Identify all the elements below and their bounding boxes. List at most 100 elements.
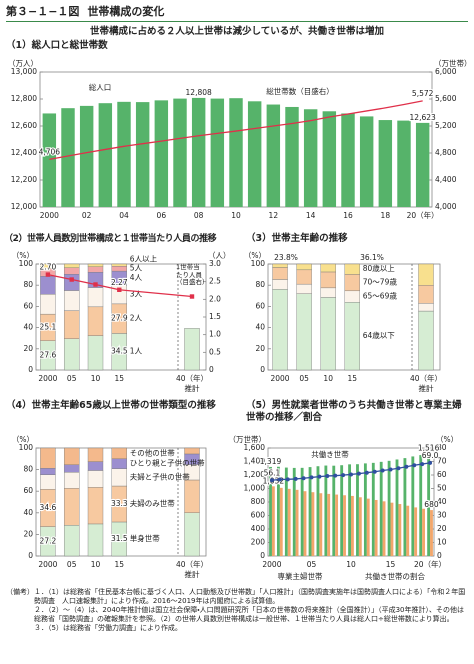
bar-segment	[63, 464, 80, 473]
y-tick-label: 60	[255, 301, 265, 310]
bar-segment	[87, 335, 104, 371]
y2-unit: （万世帯）	[434, 58, 472, 68]
bar-segment	[111, 447, 128, 460]
subtitle: 世帯構成に占める２人以上世帯は減少しているが、共働き世帯は増加	[89, 26, 385, 37]
annotation: 36.1%	[360, 253, 384, 262]
bar	[117, 101, 131, 207]
bar	[154, 100, 169, 207]
series-name: 単身世帯	[130, 533, 160, 543]
x-tick-label: 2000	[38, 374, 57, 383]
y2-unit: （%）	[436, 435, 458, 444]
y-unit: （%）	[12, 435, 34, 444]
marker	[356, 471, 361, 476]
x-tick-label: 40（年）	[410, 373, 442, 383]
series-name: 夫婦と子供の世帯	[130, 471, 190, 481]
bar-segment	[63, 447, 80, 465]
bar	[191, 97, 206, 207]
bar	[295, 489, 299, 556]
y-tick-label: 1,600	[244, 443, 266, 452]
bar	[363, 463, 367, 556]
x-tick-label: 05	[307, 560, 317, 569]
annotation: 23.8%	[274, 253, 298, 262]
y2-tick-label: 6,000	[435, 67, 457, 76]
bar-segment	[184, 479, 200, 513]
bar	[229, 98, 243, 207]
chart-title: （3）世帯主年齢の推移	[246, 233, 348, 244]
y-tick-label: 100	[19, 259, 34, 268]
bar	[341, 113, 355, 207]
bar-segment	[63, 274, 80, 291]
bar	[210, 98, 225, 207]
bar-segment	[418, 285, 434, 304]
y-tick-label: 0	[260, 551, 265, 560]
bar-segment	[111, 458, 128, 469]
bar-segment	[40, 474, 56, 490]
marker	[285, 477, 290, 482]
y2-tick-label: 2.0	[209, 294, 221, 303]
bar	[356, 464, 359, 556]
line-series-name: 1世帯当たり人員（目盛右）	[176, 263, 209, 286]
y-tick-label: 40	[255, 323, 265, 332]
bar	[387, 460, 391, 556]
bar	[247, 101, 262, 207]
y2-tick-label: 40	[437, 497, 447, 506]
chart-title: （5）男性就業者世帯のうち共働き世帯と専業主婦世帯の推移／割合	[246, 400, 462, 423]
bar	[285, 106, 299, 207]
note: ３．（5）は総務省「労働力調査」により作成。	[34, 624, 182, 632]
value-label: 5,572	[412, 89, 434, 98]
y2-tick-label: 0	[209, 365, 214, 374]
bar-segment	[87, 487, 104, 525]
bar-segment	[63, 488, 80, 526]
series-name: 共働き世帯の割合	[365, 571, 425, 581]
bar	[379, 461, 383, 556]
bar	[308, 467, 312, 556]
y-tick-label: 20	[255, 344, 265, 353]
series-name: 65〜69歳	[363, 291, 398, 301]
bar-segment	[63, 263, 80, 268]
x-tick-label: 15	[115, 560, 125, 569]
bar	[173, 98, 187, 207]
y2-unit: （人）	[208, 251, 231, 260]
note: ２．（2）〜（4）は、2040年推計値は国立社会保障・人口問題研究所「日本の世帯…	[34, 606, 465, 623]
y2-tick-label: 50	[437, 484, 447, 493]
marker	[117, 287, 122, 292]
y-tick-label: 0	[28, 551, 33, 560]
bar	[348, 464, 351, 556]
series-name: 80歳以上	[363, 263, 396, 273]
series-name: 3人	[130, 290, 143, 299]
bar	[415, 122, 430, 207]
marker	[412, 463, 417, 468]
y-tick-label: 1,400	[244, 457, 266, 466]
value-label: 25.1	[40, 322, 57, 331]
x-tick-label: 15	[348, 374, 358, 383]
bar	[398, 504, 402, 556]
bar-segment	[344, 263, 360, 275]
bar-segment	[63, 338, 80, 371]
bar-segment	[272, 289, 288, 371]
notes: （備考） １．（1）は総務省「住民基本台帳に基づく人口、人口動態及び世帯数」「人…	[6, 588, 468, 633]
x-tick-label: 2000	[262, 560, 281, 569]
series-name: 70〜79歳	[363, 277, 398, 287]
bar	[303, 491, 307, 556]
y-tick-label: 20	[23, 529, 33, 538]
bar-segment	[87, 306, 104, 336]
bar	[277, 466, 280, 556]
bar	[358, 497, 362, 556]
bar	[343, 495, 346, 556]
bar-segment	[272, 279, 288, 290]
marker	[189, 294, 195, 299]
projection-label: 推計	[185, 383, 200, 393]
marker	[301, 476, 306, 481]
x-tick-label: 04	[119, 211, 129, 220]
bar	[390, 502, 394, 556]
x-tick-label: 06	[157, 211, 167, 220]
bar	[332, 465, 336, 556]
marker	[341, 473, 346, 478]
bar	[414, 507, 418, 556]
y-unit: （%）	[12, 251, 34, 260]
value-label: 4,706	[39, 147, 61, 156]
bar	[135, 102, 150, 207]
bar-segment	[40, 263, 56, 269]
bar-segment	[296, 263, 312, 271]
value-label: 27.9	[111, 314, 128, 323]
